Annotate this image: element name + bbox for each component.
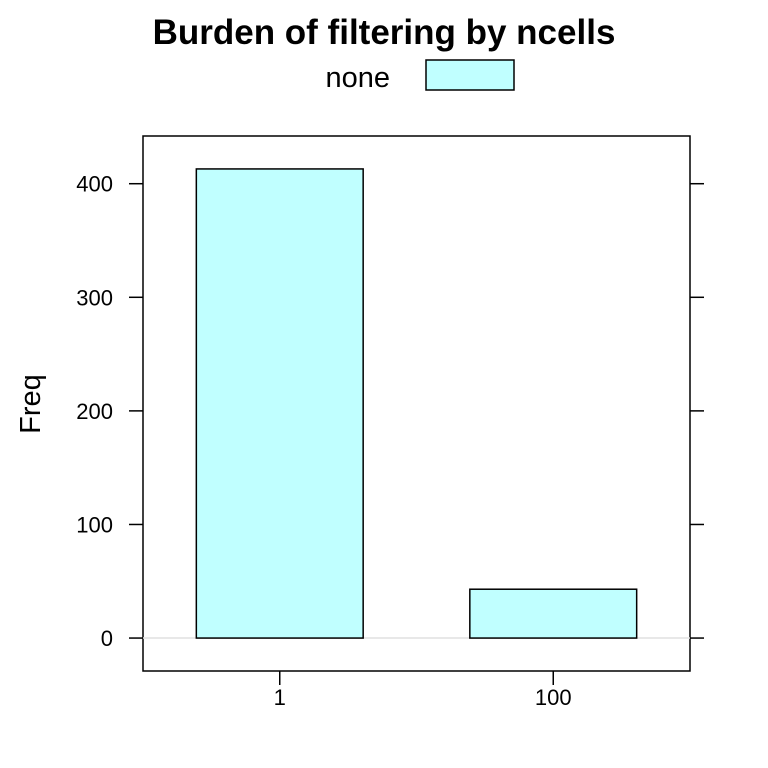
y-tick-label-200: 200 bbox=[76, 399, 113, 424]
legend-label-none: none bbox=[325, 62, 390, 94]
y-axis-ticks: 0 100 200 300 400 bbox=[76, 172, 704, 651]
y-tick-label-100: 100 bbox=[76, 512, 113, 537]
x-tick-label-1: 1 bbox=[274, 685, 286, 710]
bar-100 bbox=[469, 588, 638, 639]
legend-swatch-none bbox=[425, 59, 515, 91]
bars bbox=[195, 168, 638, 639]
chart-title: Burden of filtering by ncells bbox=[153, 13, 616, 52]
y-tick-label-0: 0 bbox=[101, 626, 113, 651]
bar-1 bbox=[195, 168, 364, 639]
x-tick-label-100: 100 bbox=[535, 685, 572, 710]
y-tick-label-400: 400 bbox=[76, 172, 113, 197]
y-tick-label-300: 300 bbox=[76, 285, 113, 310]
y-axis-label: Freq bbox=[15, 374, 47, 434]
x-axis-ticks: 1 100 bbox=[274, 671, 572, 710]
legend: none bbox=[325, 59, 515, 94]
plot-frame bbox=[142, 135, 691, 672]
